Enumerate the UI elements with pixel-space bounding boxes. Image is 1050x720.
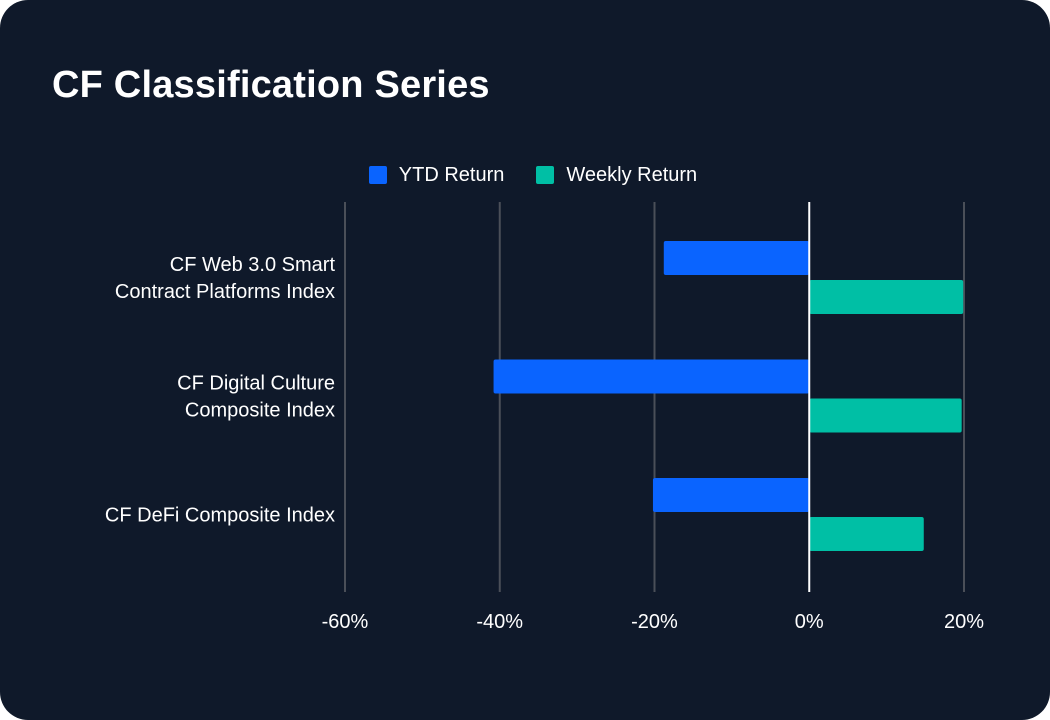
legend-label-weekly: Weekly Return — [566, 163, 698, 186]
category-label-2: CF DeFi Composite Index — [105, 505, 335, 527]
bar-ytd-0 — [663, 241, 810, 275]
x-tick-label-1: -40% — [476, 611, 523, 633]
legend-item-ytd[interactable]: YTD Return — [368, 163, 505, 187]
legend-swatch-ytd — [368, 166, 387, 184]
chart-title: CF Classification Series — [52, 64, 490, 106]
x-tick-label-3: 0% — [795, 611, 824, 633]
x-tick-label-0: -60% — [322, 611, 369, 633]
legend: YTD Return Weekly Return — [0, 160, 1050, 190]
category-label-1: CF Digital Culture Composite Index — [177, 373, 335, 422]
legend-label-ytd: YTD Return — [398, 163, 505, 186]
x-tick-label-4: 20% — [944, 611, 984, 633]
bar-weekly-1 — [809, 398, 962, 433]
legend-swatch-weekly — [536, 166, 555, 184]
bar-weekly-0 — [809, 280, 964, 314]
legend-item-weekly[interactable]: Weekly Return — [536, 164, 697, 187]
bar-ytd-2 — [652, 478, 810, 512]
bar-ytd-1 — [493, 359, 810, 394]
category-label-0: CF Web 3.0 Smart Contract Platforms Index — [115, 254, 336, 303]
x-tick-label-2: -20% — [631, 611, 678, 633]
bar-weekly-2 — [809, 517, 924, 551]
